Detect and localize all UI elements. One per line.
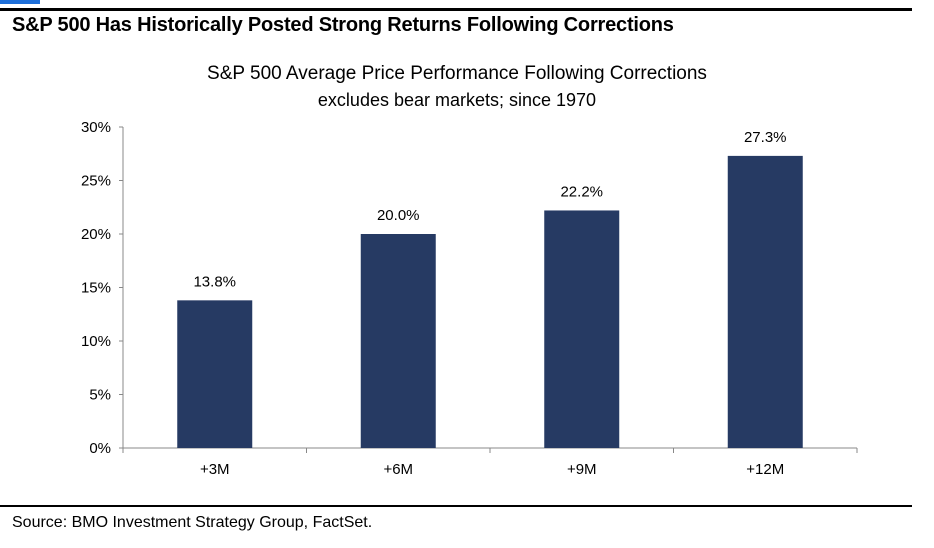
chart-title: S&P 500 Average Price Performance Follow… <box>207 63 707 84</box>
y-tick-label: 15% <box>81 280 111 297</box>
bottom-rule <box>0 505 912 507</box>
x-tick-label: +9M <box>567 461 597 478</box>
bar <box>544 210 620 448</box>
x-tick-label: +6M <box>383 461 413 478</box>
bar <box>360 234 436 448</box>
bar-value-label: 13.8% <box>193 273 236 290</box>
chart: S&P 500 Average Price Performance Follow… <box>0 55 934 495</box>
y-tick-label: 20% <box>81 226 111 243</box>
headline: S&P 500 Has Historically Posted Strong R… <box>12 14 674 36</box>
bar-value-label: 22.2% <box>560 183 603 200</box>
y-tick-label: 0% <box>89 440 111 457</box>
x-tick-label: +3M <box>200 461 230 478</box>
source-note: Source: BMO Investment Strategy Group, F… <box>12 514 373 531</box>
x-tick-label: +12M <box>746 461 784 478</box>
bar <box>727 155 803 448</box>
y-tick-label: 30% <box>81 119 111 136</box>
bar-value-label: 20.0% <box>377 207 420 224</box>
bar-chart-plot: 0% 5% 10% 15% 20% 25% 30% 13.8% +3M 20.0% +6M 22.2%… <box>81 119 858 478</box>
y-tick-label: 10% <box>81 333 111 350</box>
y-tick-label: 25% <box>81 173 111 190</box>
top-rule <box>0 8 912 11</box>
bar <box>177 300 253 448</box>
chart-subtitle: excludes bear markets; since 1970 <box>317 90 597 110</box>
y-tick-label: 5% <box>89 387 111 404</box>
top-accent-bar <box>0 0 40 4</box>
bar-value-label: 27.3% <box>744 129 787 146</box>
